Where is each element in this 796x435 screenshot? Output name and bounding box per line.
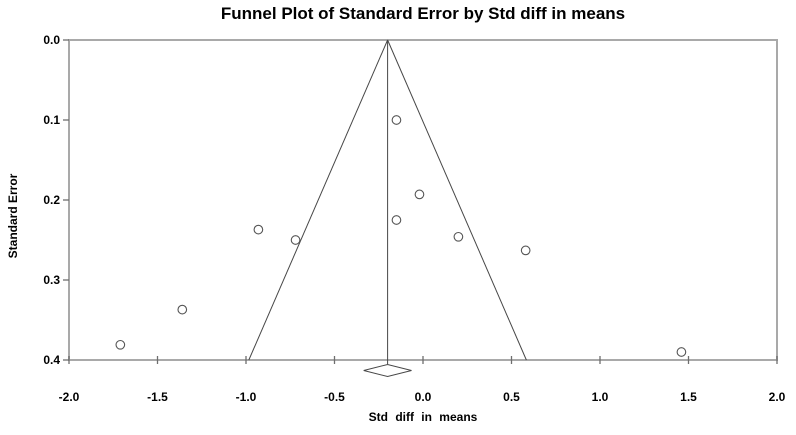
study-point (453, 231, 464, 242)
study-point (391, 215, 402, 225)
y-tick-label: 0.0 (43, 33, 60, 47)
x-tick-label: 1.0 (592, 390, 609, 404)
study-point (177, 304, 188, 315)
study-point (391, 115, 402, 125)
x-tick-label: 0.5 (503, 390, 520, 404)
study-point (676, 347, 687, 357)
funnel-left-line (248, 39, 389, 361)
x-tick-label: -0.5 (324, 390, 345, 404)
x-tick-label: 1.5 (680, 390, 697, 404)
x-tick-label: 2.0 (769, 390, 786, 404)
funnel-right-line (387, 39, 527, 361)
study-point (115, 339, 126, 350)
x-tick-label: -2.0 (59, 390, 80, 404)
y-tick-label: 0.4 (43, 353, 60, 367)
study-point (253, 224, 264, 235)
plot-frame (68, 39, 778, 361)
study-point (290, 235, 301, 245)
y-tick-label: 0.3 (43, 273, 60, 287)
pooled-estimate-diamond (363, 363, 412, 378)
x-axis-title: Std diff in means (368, 410, 478, 424)
study-point (414, 189, 425, 200)
x-tick-label: -1.5 (147, 390, 168, 404)
y-tick-label: 0.2 (43, 193, 60, 207)
chart-title: Funnel Plot of Standard Error by Std dif… (220, 4, 626, 23)
x-tick-label: 0.0 (415, 390, 432, 404)
y-tick-label: 0.1 (43, 113, 60, 127)
x-tick-label: -1.0 (236, 390, 257, 404)
study-point (520, 245, 531, 256)
